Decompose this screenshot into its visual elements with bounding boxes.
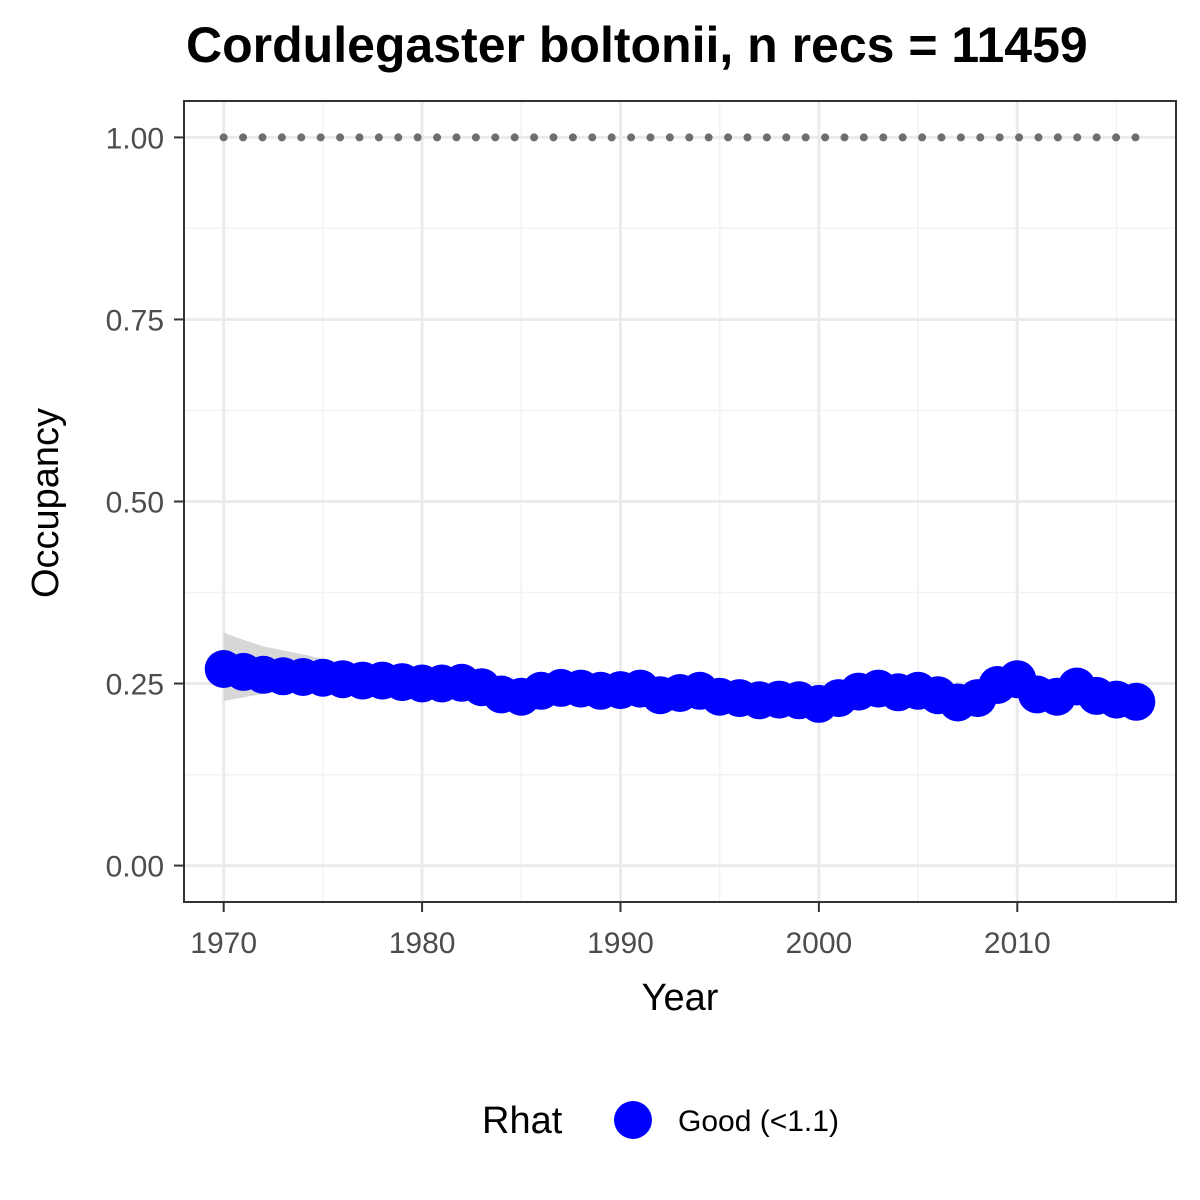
data-points [204,650,1156,723]
x-tick-label: 2000 [786,927,853,960]
data-point [1117,682,1156,721]
chart-title: Cordulegaster boltonii, n recs = 11459 [186,17,1088,73]
y-tick-label: 0.00 [106,851,164,884]
legend-title: Rhat [482,1100,563,1142]
legend: Rhat Good (<1.1) [482,1100,839,1142]
x-tick-label: 1980 [389,927,456,960]
y-tick-label: 0.25 [106,669,164,702]
axis-ticks: 1970 1980 1990 2000 2010 0.00 0.25 0.50 0.75 1.00 [106,122,1051,960]
legend-key-good [614,1101,652,1139]
legend-label-good: Good (<1.1) [678,1105,839,1138]
y-tick-label: 1.00 [106,122,164,155]
y-axis-title: Occupancy [25,408,67,598]
y-tick-label: 0.75 [106,304,164,337]
x-tick-label: 2010 [984,927,1051,960]
x-tick-label: 1990 [587,927,654,960]
x-tick-label: 1970 [190,927,257,960]
y-tick-label: 0.50 [106,487,164,520]
grid-lines [184,101,1176,902]
x-axis-title: Year [642,977,719,1019]
